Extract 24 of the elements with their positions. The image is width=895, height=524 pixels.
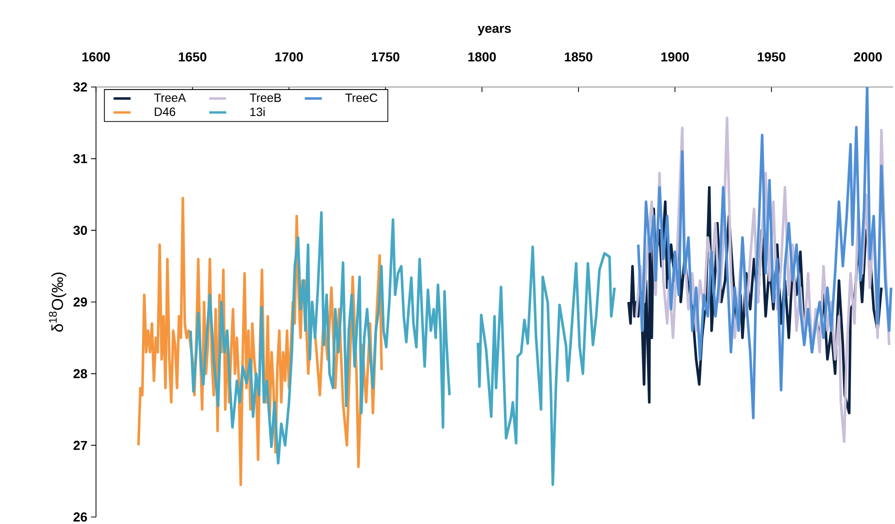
legend-label: TreeA — [154, 94, 186, 102]
x-tick-label: 2000 — [854, 52, 882, 62]
x-axis-title: years — [478, 26, 511, 36]
x-tick-label: 1800 — [468, 52, 496, 62]
x-tick-label: 1950 — [758, 52, 786, 62]
legend-label: TreeC — [345, 94, 378, 102]
legend-label: D46 — [154, 108, 176, 116]
x-tick-label: 1650 — [178, 52, 206, 62]
y-tick-label: 30 — [73, 226, 87, 235]
y-tick-label: 28 — [74, 369, 88, 378]
line-series — [636, 87, 892, 420]
x-tick-label: 1750 — [372, 52, 400, 62]
y-axis-title: δ$^{18}$O(‰) — [48, 272, 66, 332]
x-tick-label: 1900 — [661, 52, 689, 62]
y-tick-label: 31 — [73, 154, 88, 164]
legend-label: TreeB — [250, 94, 281, 102]
y-tick-label: 32 — [73, 82, 87, 92]
x-tick-label: 1700 — [275, 52, 303, 62]
y-tick-label: 26 — [74, 512, 88, 522]
y-tick-label: 29 — [74, 297, 87, 307]
x-tick-label: 1850 — [564, 52, 592, 62]
legend-label: 13i — [250, 107, 265, 116]
x-tick-label: 1600 — [82, 52, 110, 62]
y-tick-label: 27 — [74, 440, 87, 450]
